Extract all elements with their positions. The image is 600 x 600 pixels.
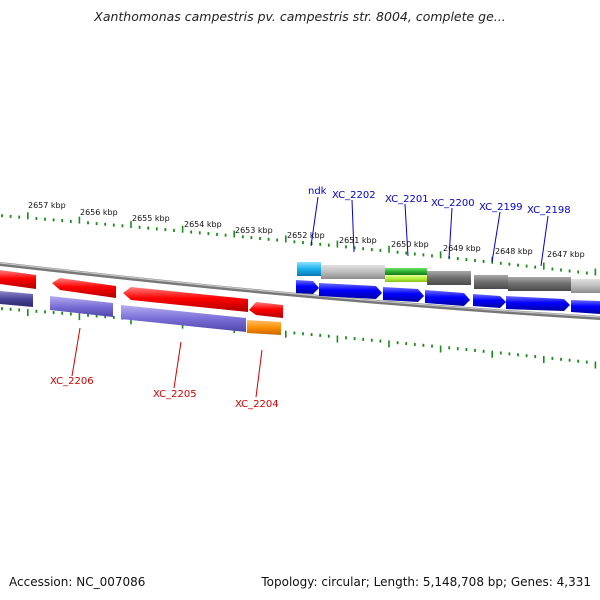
gene-feature[interactable] [425, 290, 470, 306]
reverse-strand-genes [0, 270, 283, 318]
gene-feature[interactable] [571, 279, 600, 293]
reverse-gene-labels: XC_2206 XC_2205 XC_2204 [50, 327, 279, 410]
tick-label: 2653 kbp [235, 226, 273, 235]
gene-feature[interactable] [508, 277, 571, 291]
map-title: Xanthomonas campestris pv. campestris st… [94, 9, 506, 24]
tick-label: 2647 kbp [547, 250, 585, 259]
tick-label: 2650 kbp [391, 240, 429, 249]
gene-feature[interactable] [0, 291, 33, 307]
tick-label: 2649 kbp [443, 244, 481, 253]
genome-backbone [0, 262, 600, 320]
accession-label: Accession: NC_007086 [9, 575, 146, 589]
gene-feature[interactable] [297, 262, 321, 276]
gene-feature[interactable] [249, 302, 283, 318]
forward-gene-labels: ndk XC_2202 XC_2201 XC_2200 XC_2199 XC_2… [308, 186, 571, 267]
gene-feature[interactable] [427, 271, 471, 285]
gene-feature[interactable] [474, 275, 508, 289]
gene-feature[interactable] [0, 270, 36, 289]
tick-label: 2652 kbp [287, 231, 325, 240]
forward-strand-lower [296, 280, 600, 314]
gene-feature[interactable] [385, 275, 427, 282]
gene-label-xc-2206[interactable]: XC_2206 [50, 376, 94, 387]
gene-feature[interactable] [50, 296, 113, 317]
tick-label: 2655 kbp [132, 214, 170, 223]
inner-tick-axis [1, 307, 597, 369]
gene-label-xc-2202[interactable]: XC_2202 [332, 190, 376, 201]
gene-feature[interactable] [123, 287, 248, 312]
tick-label: 2648 kbp [495, 247, 533, 256]
gene-feature[interactable] [319, 283, 382, 299]
gene-feature[interactable] [247, 320, 281, 335]
reverse-strand-lower [0, 291, 281, 335]
tick-label: 2657 kbp [28, 201, 66, 210]
gene-feature[interactable] [121, 305, 246, 332]
gene-label-xc-2205[interactable]: XC_2205 [153, 389, 197, 400]
gene-label-xc-2199[interactable]: XC_2199 [479, 202, 523, 213]
gene-feature[interactable] [296, 280, 319, 294]
gene-feature[interactable] [473, 294, 506, 308]
tick-labels: 2657 kbp 2656 kbp 2655 kbp 2654 kbp 2653… [28, 201, 585, 259]
tick-label: 2651 kbp [339, 236, 377, 245]
gene-label-xc-2200[interactable]: XC_2200 [431, 198, 475, 209]
gene-label-xc-2204[interactable]: XC_2204 [235, 399, 279, 410]
gene-label-xc-2198[interactable]: XC_2198 [527, 205, 571, 216]
gene-label-ndk[interactable]: ndk [308, 186, 327, 197]
genome-summary: Topology: circular; Length: 5,148,708 bp… [261, 575, 591, 589]
gene-feature[interactable] [385, 268, 427, 275]
gene-feature[interactable] [321, 265, 385, 279]
gene-feature[interactable] [506, 296, 570, 311]
tick-label: 2656 kbp [80, 208, 118, 217]
tick-label: 2654 kbp [184, 220, 222, 229]
gene-feature[interactable] [383, 287, 424, 302]
forward-strand-upper [297, 262, 600, 293]
gene-feature[interactable] [52, 278, 116, 298]
gene-label-xc-2201[interactable]: XC_2201 [385, 194, 429, 205]
gene-feature[interactable] [571, 300, 600, 314]
